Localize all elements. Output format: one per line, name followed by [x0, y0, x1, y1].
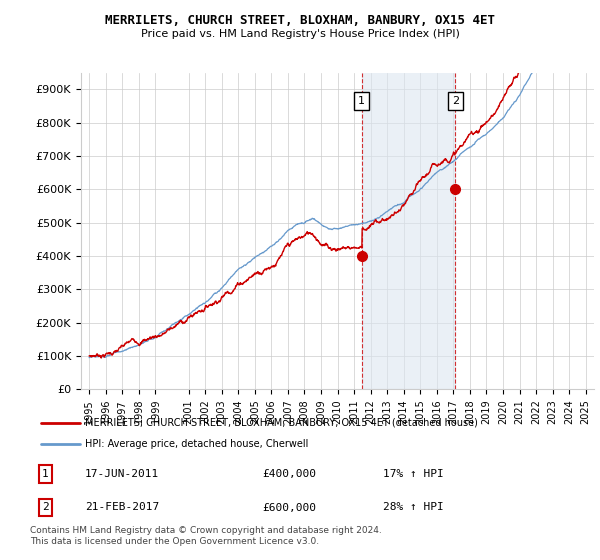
Text: HPI: Average price, detached house, Cherwell: HPI: Average price, detached house, Cher…	[85, 439, 308, 449]
Text: 21-FEB-2017: 21-FEB-2017	[85, 502, 160, 512]
Text: 2: 2	[42, 502, 49, 512]
Text: 17% ↑ HPI: 17% ↑ HPI	[383, 469, 444, 479]
Text: 28% ↑ HPI: 28% ↑ HPI	[383, 502, 444, 512]
Text: £400,000: £400,000	[262, 469, 316, 479]
Text: 17-JUN-2011: 17-JUN-2011	[85, 469, 160, 479]
Text: MERRILETS, CHURCH STREET, BLOXHAM, BANBURY, OX15 4ET (detached house): MERRILETS, CHURCH STREET, BLOXHAM, BANBU…	[85, 418, 478, 428]
Text: Contains HM Land Registry data © Crown copyright and database right 2024.
This d: Contains HM Land Registry data © Crown c…	[30, 526, 382, 546]
Text: MERRILETS, CHURCH STREET, BLOXHAM, BANBURY, OX15 4ET: MERRILETS, CHURCH STREET, BLOXHAM, BANBU…	[105, 14, 495, 27]
Text: £600,000: £600,000	[262, 502, 316, 512]
Text: Price paid vs. HM Land Registry's House Price Index (HPI): Price paid vs. HM Land Registry's House …	[140, 29, 460, 39]
Text: 1: 1	[358, 96, 365, 106]
Text: 1: 1	[42, 469, 49, 479]
Text: 2: 2	[452, 96, 459, 106]
